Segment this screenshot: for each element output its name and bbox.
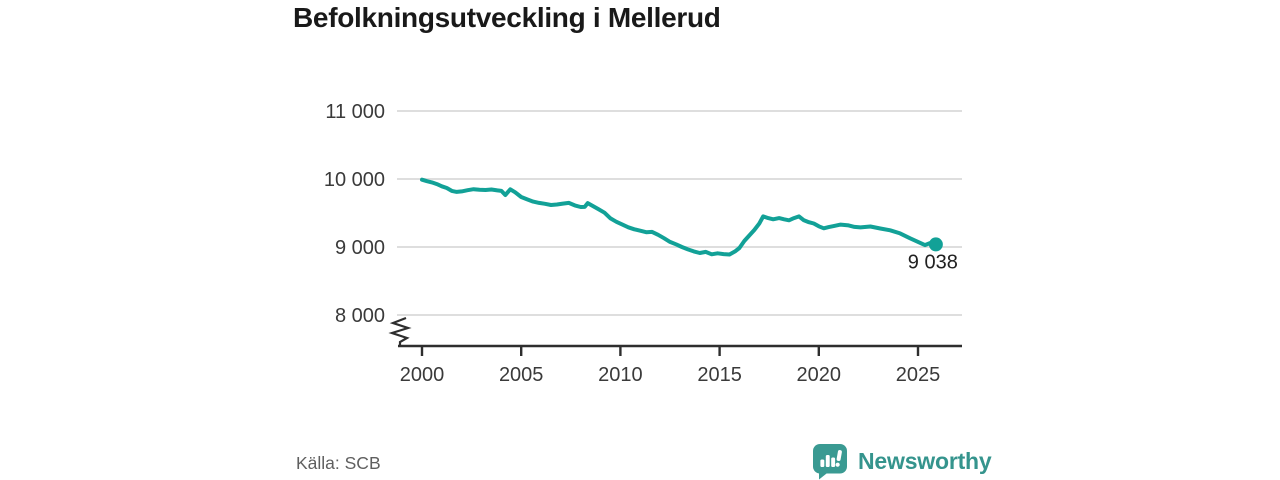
series-end-value-label: 9 038 bbox=[908, 251, 958, 273]
brand-name: Newsworthy bbox=[858, 448, 992, 474]
x-tick-label: 2005 bbox=[499, 364, 544, 386]
axis-group: 2000 2005 2010 2015 2020 2025 bbox=[388, 316, 962, 386]
x-tick-label: 2010 bbox=[598, 364, 643, 386]
bar-chart-speech-bubble-icon bbox=[813, 444, 847, 480]
series-end-dot bbox=[928, 237, 943, 252]
source-note: Källa: SCB bbox=[296, 453, 381, 473]
series-line bbox=[420, 177, 938, 257]
newsworthy-logo[interactable]: Newsworthy bbox=[812, 443, 992, 480]
y-tick-label: 11 000 bbox=[325, 101, 385, 123]
x-tick-label: 2000 bbox=[400, 364, 445, 386]
series-group bbox=[420, 177, 943, 257]
chart-title: Befolkningsutveckling i Mellerud bbox=[293, 2, 721, 33]
y-tick-label: 9 000 bbox=[335, 237, 385, 259]
x-tick-label: 2020 bbox=[797, 364, 842, 386]
y-axis-break-icon bbox=[388, 316, 412, 346]
y-tick-label: 10 000 bbox=[324, 169, 385, 191]
x-tick-label: 2015 bbox=[697, 364, 742, 386]
y-tick-label: 8 000 bbox=[335, 305, 385, 327]
gridlines-group: 8 000 9 000 10 000 11 000 bbox=[324, 101, 962, 327]
x-tick-label: 2025 bbox=[896, 364, 941, 386]
